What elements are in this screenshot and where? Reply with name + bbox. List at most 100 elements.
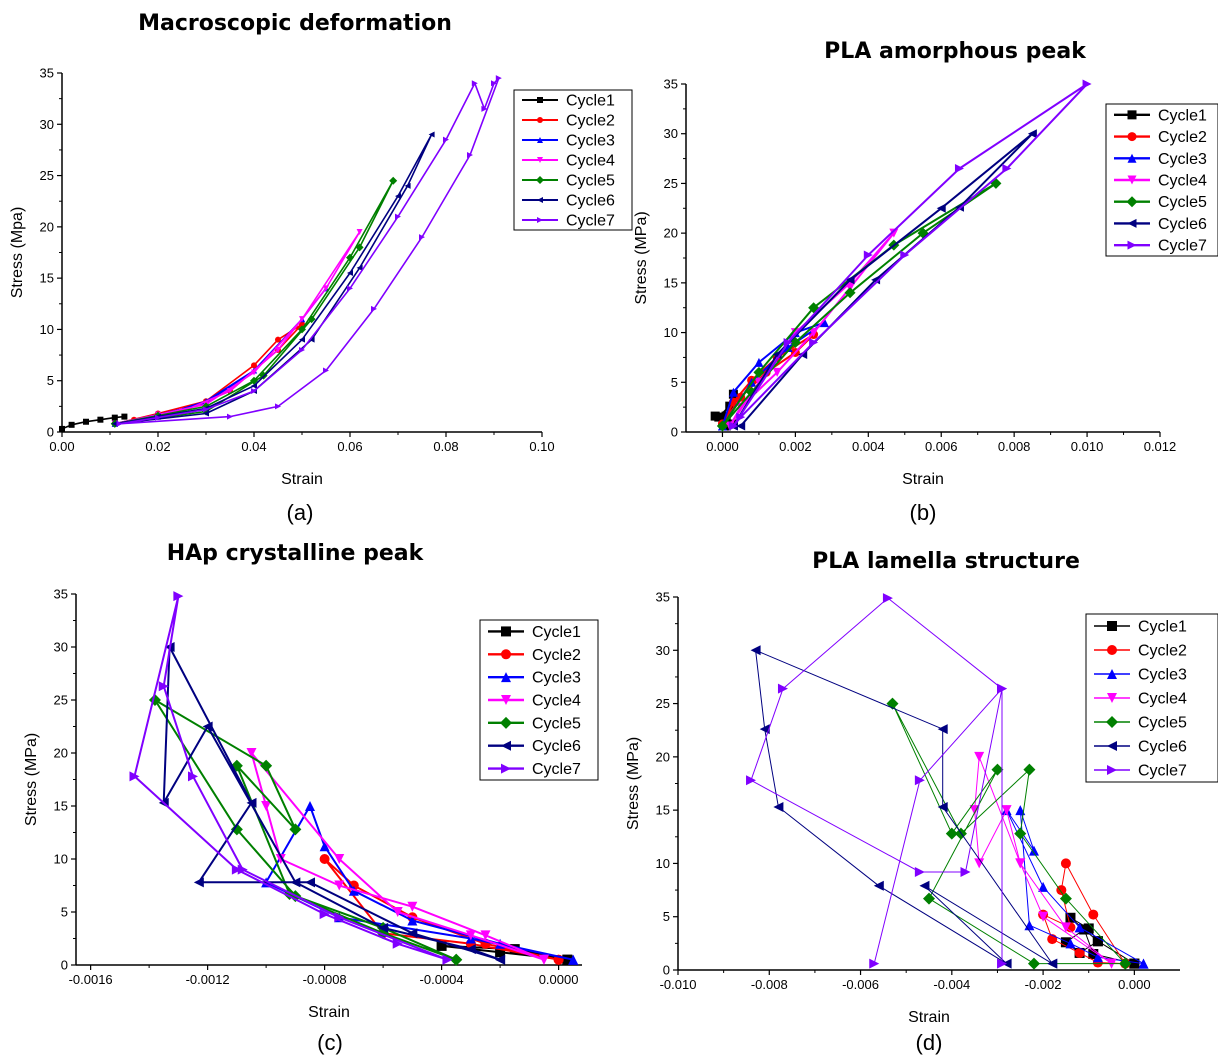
data-point-cycle7: [275, 403, 281, 410]
data-point-cycle6: [428, 131, 435, 138]
y-axis-label: Stress (MPa): [633, 211, 650, 304]
data-point-cycle7: [155, 414, 161, 421]
y-tick-label: 35: [54, 587, 68, 602]
data-point-cycle7: [736, 412, 746, 422]
panel-label: (c): [317, 1030, 343, 1055]
data-point-cycle1: [111, 414, 118, 421]
data-point-cycle7: [997, 958, 1008, 969]
y-tick-label: 20: [664, 226, 678, 241]
data-point-cycle4: [407, 901, 418, 912]
data-point-cycle7: [187, 771, 198, 782]
data-point-cycle4: [1015, 858, 1026, 869]
legend-label: Cycle1: [1158, 107, 1207, 124]
data-point-cycle6: [356, 264, 363, 271]
data-point-cycle7: [251, 387, 257, 394]
y-tick-label: 0: [47, 425, 54, 440]
data-point-cycle6: [465, 944, 476, 955]
legend-label: Cycle3: [566, 133, 615, 150]
data-point-cycle7: [997, 683, 1008, 694]
data-point-cycle5: [298, 325, 306, 334]
legend-marker: [537, 117, 543, 123]
data-point-cycle1: [495, 947, 506, 958]
data-point-cycle6: [299, 336, 305, 343]
legend-marker: [1127, 240, 1137, 250]
legend-marker: [1107, 693, 1117, 703]
legend-marker: [1126, 196, 1138, 208]
axes-frame: 0 5 10 15 20 25 30 35 0.000 0.002 0.004 0.006 0.008 0…: [664, 77, 1177, 455]
data-point-cycle5: [753, 366, 765, 378]
legend: Cycle1 Cycle2 Cycle3 Cycle4 Cycle5 Cycle6 Cycl…: [479, 619, 599, 781]
data-point-cycle6: [395, 193, 401, 200]
data-point-cycle6: [193, 877, 204, 888]
legend-label: Cycle4: [566, 153, 615, 170]
data-point-cycle4: [736, 402, 746, 412]
data-point-cycle5: [289, 823, 302, 836]
y-tick-label: 10: [656, 856, 670, 871]
chart-title: Macroscopic deformation: [138, 11, 452, 36]
data-point-cycle4: [275, 854, 286, 864]
series-line-cycle6: [114, 133, 433, 425]
data-point-cycle7: [323, 367, 329, 374]
data-point-cycle7: [395, 213, 401, 220]
data-point-cycle4: [465, 930, 476, 941]
y-tick-label: 25: [664, 176, 678, 191]
data-point-cycle3: [304, 801, 315, 811]
chart-3: HAp crystalline peak (c) 0 5 10 15 20 25 30 35 -0.…: [23, 541, 599, 1055]
data-point-cycle4: [538, 954, 549, 965]
data-point-cycle6: [759, 724, 770, 735]
data-point-cycle7: [116, 420, 123, 427]
y-tick-label: 15: [656, 803, 670, 818]
data-point-cycle4: [246, 748, 257, 758]
data-point-cycle5: [1119, 957, 1132, 970]
data-point-cycle4: [1060, 922, 1071, 933]
y-tick-label: 0: [61, 958, 68, 973]
data-point-cycle7: [914, 866, 925, 877]
data-point-cycle4: [334, 854, 345, 864]
data-point-cycle7: [158, 681, 169, 692]
data-point-cycle7: [809, 338, 819, 348]
legend-marker: [501, 763, 511, 774]
data-point-cycle7: [371, 305, 377, 312]
x-tick-label: -0.0012: [186, 972, 230, 987]
data-point-cycle2: [1056, 885, 1067, 896]
y-tick-label: 15: [40, 271, 54, 286]
data-point-cycle5: [1059, 892, 1072, 905]
data-point-cycle5: [923, 892, 935, 905]
data-point-cycle5: [716, 420, 728, 432]
data-point-cycle7: [334, 912, 345, 923]
chart-4: PLA lamella structure (d) 0 5 10 15 20 25 30 35 -0…: [625, 549, 1218, 1055]
legend-marker: [501, 740, 511, 751]
legend-marker: [501, 672, 511, 683]
series-line-cycle3: [1006, 809, 1144, 965]
axes-frame: 0 5 10 15 20 25 30 35 0.00 0.02 0.04 0.06 0.08 0.10: [40, 66, 555, 455]
data-point-cycle7: [442, 954, 453, 965]
y-tick-label: 0: [671, 425, 678, 440]
legend-marker: [1127, 153, 1137, 163]
legend-label: Cycle3: [1138, 667, 1187, 684]
legend-marker: [1107, 765, 1117, 775]
y-tick-label: 10: [664, 325, 678, 340]
legend-label: Cycle5: [532, 715, 581, 732]
data-point-cycle1: [97, 416, 104, 423]
series-line-cycle6: [162, 646, 501, 961]
data-point-cycle5: [1027, 957, 1040, 970]
y-tick-label: 20: [656, 749, 670, 764]
y-tick-label: 10: [54, 852, 68, 867]
data-point-cycle3: [1038, 881, 1049, 892]
legend-label: Cycle4: [532, 693, 581, 710]
x-tick-label: 0.008: [998, 439, 1031, 454]
data-point-cycle4: [251, 369, 257, 376]
legend-label: Cycle4: [1158, 173, 1207, 190]
y-tick-label: 5: [663, 909, 670, 924]
x-tick-label: 0.10: [529, 439, 554, 454]
data-point-cycle4: [1038, 911, 1049, 922]
data-point-cycle4: [480, 930, 491, 941]
legend-label: Cycle1: [1138, 619, 1187, 636]
legend: Cycle1 Cycle2 Cycle3 Cycle4 Cycle5 Cycle6 Cycl…: [1085, 613, 1218, 783]
data-point-cycle7: [481, 105, 488, 112]
y-axis-label: Stress (MPa): [625, 737, 642, 830]
legend-marker: [537, 137, 543, 143]
data-point-cycle5: [1023, 763, 1036, 776]
data-point-cycle4: [1001, 805, 1012, 816]
